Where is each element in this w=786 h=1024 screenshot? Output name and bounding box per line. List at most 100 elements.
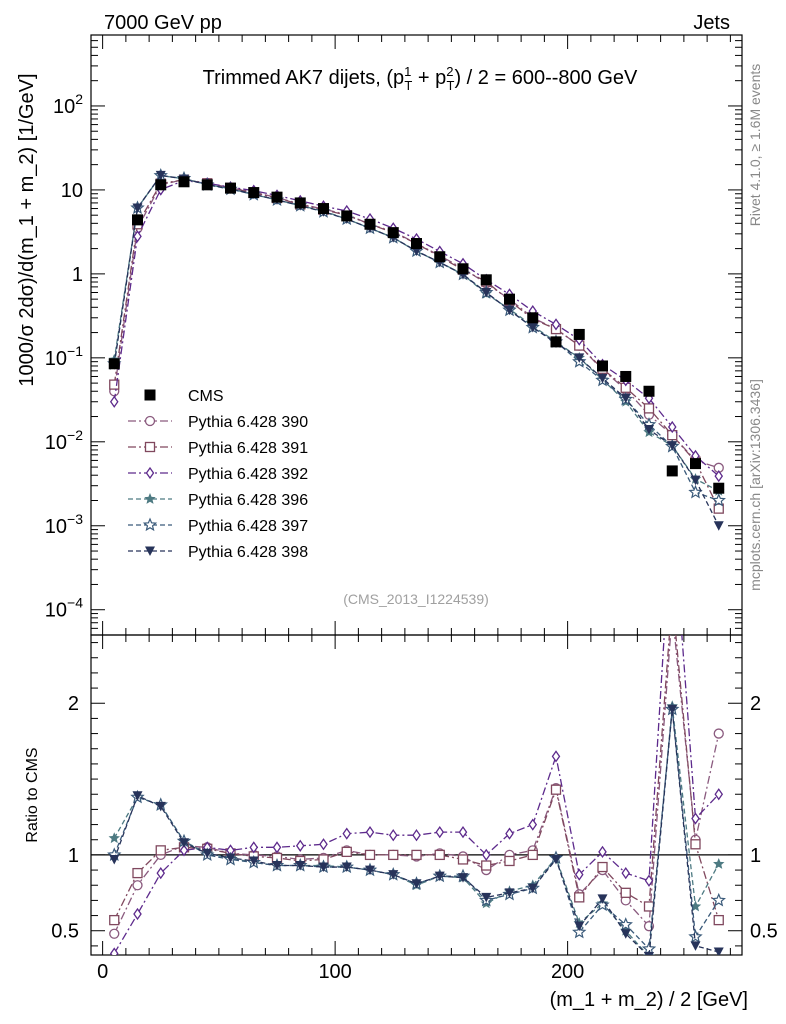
data-point [411,238,422,250]
ratio-point [318,862,329,873]
ratio-point [109,914,120,926]
data-point [667,441,678,451]
ratio-point [435,826,445,839]
legend-label: Pythia 6.428 390 [188,414,308,431]
ratio-point [528,818,538,831]
ratio-series-pythia-6-428-392 [109,635,724,955]
data-point [109,395,119,408]
legend-marker [144,493,156,504]
ratio-point [411,849,422,861]
ratio-point [179,844,189,857]
ratio-point [388,829,398,842]
data-point [643,385,655,397]
ratio-y-tick-label-right: 2 [750,693,761,715]
data-point [225,182,236,194]
ratio-y-tick-label: 2 [68,693,79,715]
legend-entry: Pythia 6.428 396 [128,492,308,509]
ratio-point [365,826,375,839]
legend-marker [142,517,158,532]
data-point [504,293,515,305]
ratio-point [388,849,399,861]
ratio-point [295,839,305,852]
ratio-point [341,862,352,873]
legend-label: Pythia 6.428 397 [188,518,308,535]
ratio-point [108,832,120,844]
data-point [341,210,353,222]
legend-marker [144,389,156,401]
data-point [480,274,492,286]
series-line [113,179,720,477]
mcplots-label: mcplots.cern.ch [arXiv:1306.3436] [747,379,763,591]
y-tick-label: 10−1 [45,343,83,370]
legend-marker [145,546,155,556]
ratio-point [621,866,631,880]
ratio-point [132,867,143,879]
y-tick-label: 102 [53,91,83,118]
y-tick-label: 1 [72,264,83,286]
ratio-point [434,849,445,861]
ratio-point [132,880,143,891]
data-point [481,288,492,298]
ratio-point [364,849,376,861]
y-tick-label: 10 [61,180,83,202]
data-point [133,230,142,243]
ratio-point [272,841,282,854]
ratio-point [412,829,421,842]
ratio-point [527,883,538,894]
ratio-line [113,635,720,954]
legend-entry: Pythia 6.428 391 [128,440,308,457]
ratio-point [667,704,678,715]
data-point [644,425,654,435]
legend-label: Pythia 6.428 392 [188,466,308,483]
data-point [109,379,120,390]
ratio-point [668,593,677,602]
ratio-point [713,728,724,739]
ratio-point [225,853,236,863]
data-point [434,251,446,263]
ratio-point [713,947,724,955]
legend-entry: Pythia 6.428 398 [128,544,308,561]
ratio-y-tick-label-right: 1 [750,845,761,867]
header-left: 7000 GeV pp [104,12,222,34]
ratio-point [388,870,399,880]
ratio-series-pythia-6-428-398 [109,704,724,955]
series-pythia-6-428-392 [109,174,724,483]
data-point [551,318,561,331]
ratio-point [574,868,584,881]
ratio-point [690,941,701,951]
data-point [713,482,725,494]
data-point [573,328,585,340]
ratio-point [711,892,726,907]
data-point [714,470,724,483]
ratio-series-pythia-6-428-397 [107,701,726,955]
ratio-point [714,788,724,801]
legend: CMS Pythia 6.428 390 Pythia 6.428 391 Pythi… [128,388,308,561]
ratio-point [179,838,189,848]
ratio-y-tick-label: 0.5 [51,921,79,943]
axes-group: 0 100 200 10−4 10−3 10−2 10−1 1 10 102 0.5 0.5 1 1 2 2 [45,34,778,983]
x-axis-label: (m_1 + m_2) / 2 [GeV] [550,989,748,1011]
ratio-point [202,848,213,859]
data-point [620,370,632,382]
legend-label: Pythia 6.428 396 [188,492,308,509]
ratio-point [434,871,445,882]
legend-marker [144,415,156,427]
data-point [643,403,655,414]
data-point [620,393,631,404]
ratio-point [713,914,724,926]
x-tick-label: 200 [551,961,584,983]
ratio-point [618,917,633,931]
ratio-point [574,892,585,903]
y-tick-label: 10−2 [45,427,83,454]
rivet-label: Rivet 4.1.0, ≥ 1.6M events [747,64,763,227]
data-point [294,197,306,209]
ratio-point [109,854,120,865]
data-point [527,312,539,324]
ratio-point [643,901,655,912]
ratio-point [248,856,259,866]
ratio-point [572,924,587,939]
data-point [527,322,538,333]
ratio-point [597,894,608,904]
ratio-point [132,791,143,801]
ratio-point [155,801,166,812]
